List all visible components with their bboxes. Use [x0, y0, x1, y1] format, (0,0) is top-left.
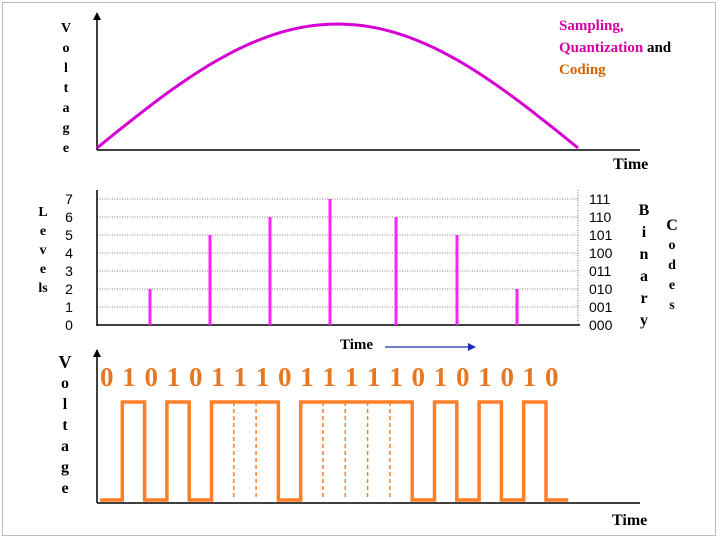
bottom-voltage-letter: o: [61, 375, 69, 392]
bottom-voltage-letter: e: [61, 480, 69, 497]
binary-letter: a: [640, 268, 648, 285]
title-sampling: Sampling,: [559, 18, 624, 34]
top-voltage-label: V o l t a g e: [59, 19, 73, 159]
bit-string: 0 1 0 1 0 1 1 1 0 1 1 1 1 1 0 1 0 1 0 1 …: [100, 362, 560, 392]
binary-letter: y: [640, 312, 648, 329]
level-number: 4: [65, 245, 73, 261]
level-number: 5: [65, 227, 73, 243]
codes-letter: C: [666, 217, 678, 234]
codes-letter: o: [668, 238, 676, 253]
binary-code-column: 111 110 101 100 011 010 001 000: [589, 190, 612, 334]
levels-letter: e: [39, 224, 47, 239]
level-number: 6: [65, 209, 73, 225]
level-numbers: 7 6 5 4 3 2 1 0: [62, 190, 76, 334]
analog-signal-curve: [96, 22, 579, 150]
level-number: 1: [65, 299, 73, 315]
levels-letter: e: [39, 262, 47, 277]
top-y-axis-arrow: [93, 12, 101, 20]
title-and: and: [646, 40, 672, 56]
quantization-level-lines: [97, 190, 579, 325]
codes-letter: e: [668, 278, 676, 293]
binary-code: 001: [589, 299, 613, 315]
levels-letter: L: [38, 205, 48, 220]
binary-code: 011: [589, 263, 612, 279]
binary-letter: n: [639, 246, 649, 263]
binary-code: 010: [589, 281, 613, 297]
pulse-waveform: [100, 400, 569, 502]
bottom-voltage-letter: t: [62, 417, 68, 434]
bottom-voltage-letter: V: [58, 352, 72, 372]
levels-label: L e v e ls: [33, 203, 53, 298]
top-time-label: Time: [613, 156, 649, 173]
top-voltage-letter: t: [63, 81, 69, 96]
bottom-voltage-letter: l: [62, 396, 68, 413]
codes-label: C o d e s: [665, 216, 679, 316]
level-number: 7: [65, 191, 73, 207]
binary-code: 110: [589, 209, 612, 225]
top-voltage-letter: V: [60, 21, 72, 36]
top-voltage-letter: l: [64, 61, 68, 76]
title-coding: Coding: [559, 62, 606, 78]
codes-letter: s: [669, 298, 675, 313]
middle-time-label: Time: [340, 337, 374, 353]
binary-code: 101: [589, 227, 613, 243]
level-number: 2: [65, 281, 73, 297]
time-arrow-head: [468, 343, 476, 351]
bottom-y-axis-arrow: [93, 349, 101, 357]
level-number: 0: [65, 317, 73, 333]
sample-bars: [148, 199, 519, 325]
binary-code: 000: [589, 317, 613, 333]
codes-letter: d: [668, 258, 676, 273]
bottom-voltage-letter: a: [61, 438, 69, 455]
binary-letter: B: [638, 202, 650, 219]
bottom-voltage-letter: g: [61, 459, 69, 476]
bottom-voltage-label: V o l t a g e: [57, 352, 73, 499]
top-voltage-letter: e: [62, 141, 70, 156]
binary-code: 100: [589, 245, 613, 261]
binary-letter: r: [640, 290, 648, 307]
digital-pulse-train: [100, 400, 569, 502]
top-voltage-letter: g: [62, 121, 70, 136]
bottom-time-label: Time: [612, 512, 648, 529]
binary-code: 111: [589, 191, 611, 207]
levels-letter: ls: [38, 281, 48, 296]
top-voltage-letter: o: [62, 41, 70, 56]
top-voltage-letter: a: [62, 101, 70, 116]
levels-letter: v: [39, 243, 47, 258]
binary-letter: i: [641, 224, 647, 241]
level-number: 3: [65, 263, 73, 279]
diagram-title: Sampling, Quantization and Coding: [559, 15, 671, 81]
title-quantization: Quantization: [559, 40, 644, 56]
binary-label: B i n a r y: [636, 200, 652, 332]
